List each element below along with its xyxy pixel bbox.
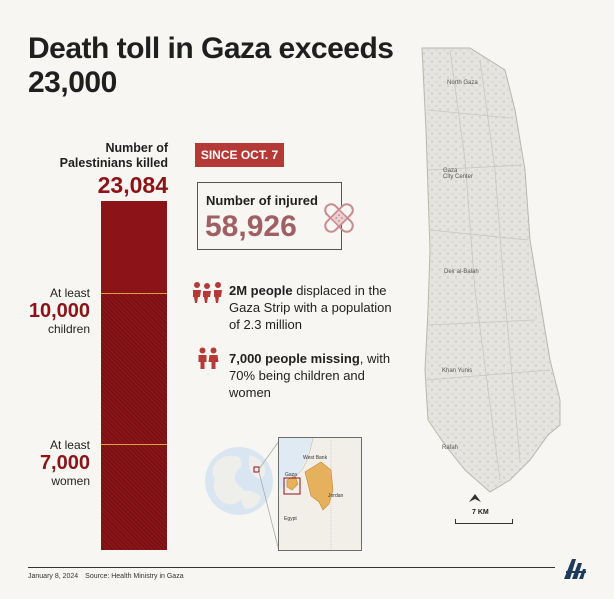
region-inset-map: West Bank Gaza Jordan Egypt (278, 437, 362, 551)
children-number: 10,000 (28, 300, 90, 322)
globe-icon (205, 441, 279, 551)
killed-label-line-1: Number of (105, 141, 169, 155)
footer-source: Source: Health Ministry in Gaza (85, 573, 184, 580)
agency-logo-icon (564, 559, 586, 579)
page-title: Death toll in Gaza exceeds 23,000 (28, 32, 408, 100)
north-arrow-icon (469, 494, 481, 502)
children-stat: At least 10,000 children (29, 286, 90, 336)
scale-bar (455, 519, 513, 524)
displaced-rest: displaced in the Gaza Strip with a popul… (229, 283, 392, 332)
title-line-2: 23,000 (28, 66, 117, 99)
killed-label-line-2: Palestinians killed (59, 156, 168, 170)
women-prefix: At least (49, 438, 90, 452)
title-line-1: Death toll in Gaza exceeds (28, 32, 394, 65)
displaced-bold: 2M people (229, 283, 293, 298)
inset-land-shapes (279, 438, 334, 550)
women-suffix: women (51, 474, 90, 488)
killed-label: Number of Palestinians killed (60, 141, 168, 171)
killed-total: 23,084 (97, 172, 168, 198)
map-label-gaza-city-line2: City Center (443, 174, 474, 180)
displaced-fact: 2M people displaced in the Gaza Strip wi… (229, 282, 399, 333)
displaced-people-icon (193, 282, 222, 303)
women-divider (101, 444, 167, 446)
map-label-khan-yunis: Khan Yunis (442, 368, 473, 374)
death-toll-bar (101, 201, 167, 550)
footer-divider (28, 567, 555, 568)
bandage-icon (324, 203, 354, 233)
women-number: 7,000 (39, 452, 90, 474)
missing-fact: 7,000 people missing, with 70% being chi… (229, 350, 399, 401)
map-label-gaza-city-line1: Gaza (443, 168, 458, 174)
since-badge: SINCE OCT. 7 (195, 143, 284, 167)
gaza-strip-map (421, 47, 561, 493)
women-stat: At least 7,000 women (40, 438, 90, 488)
injured-box: Number of injured 58,926 (197, 182, 342, 250)
children-suffix: children (47, 322, 90, 336)
injured-label: Number of injured (206, 193, 318, 208)
children-divider (101, 292, 167, 294)
map-label-rafah: Rafah (442, 445, 459, 451)
map-label-north-gaza: North Gaza (447, 80, 478, 86)
children-prefix: At least (49, 286, 90, 300)
map-label-deir-al-balah: Deir al-Balah (444, 269, 479, 275)
scale-label: 7 KM (472, 509, 489, 516)
inset-label-west-bank: West Bank (303, 455, 328, 461)
footer: January 8, 2024 Source: Health Ministry … (28, 573, 189, 580)
missing-bold: 7,000 people missing (229, 351, 360, 366)
footer-date: January 8, 2024 (28, 573, 79, 580)
inset-label-gaza: Gaza (285, 472, 297, 478)
missing-rest: , with 70% being children and women (229, 351, 391, 400)
children-segment (101, 292, 167, 445)
women-segment (101, 444, 167, 550)
missing-people-icon (198, 347, 219, 369)
injured-number: 58,926 (205, 210, 297, 243)
inset-label-jordan: Jordan (328, 493, 344, 499)
inset-label-egypt: Egypt (284, 516, 297, 522)
